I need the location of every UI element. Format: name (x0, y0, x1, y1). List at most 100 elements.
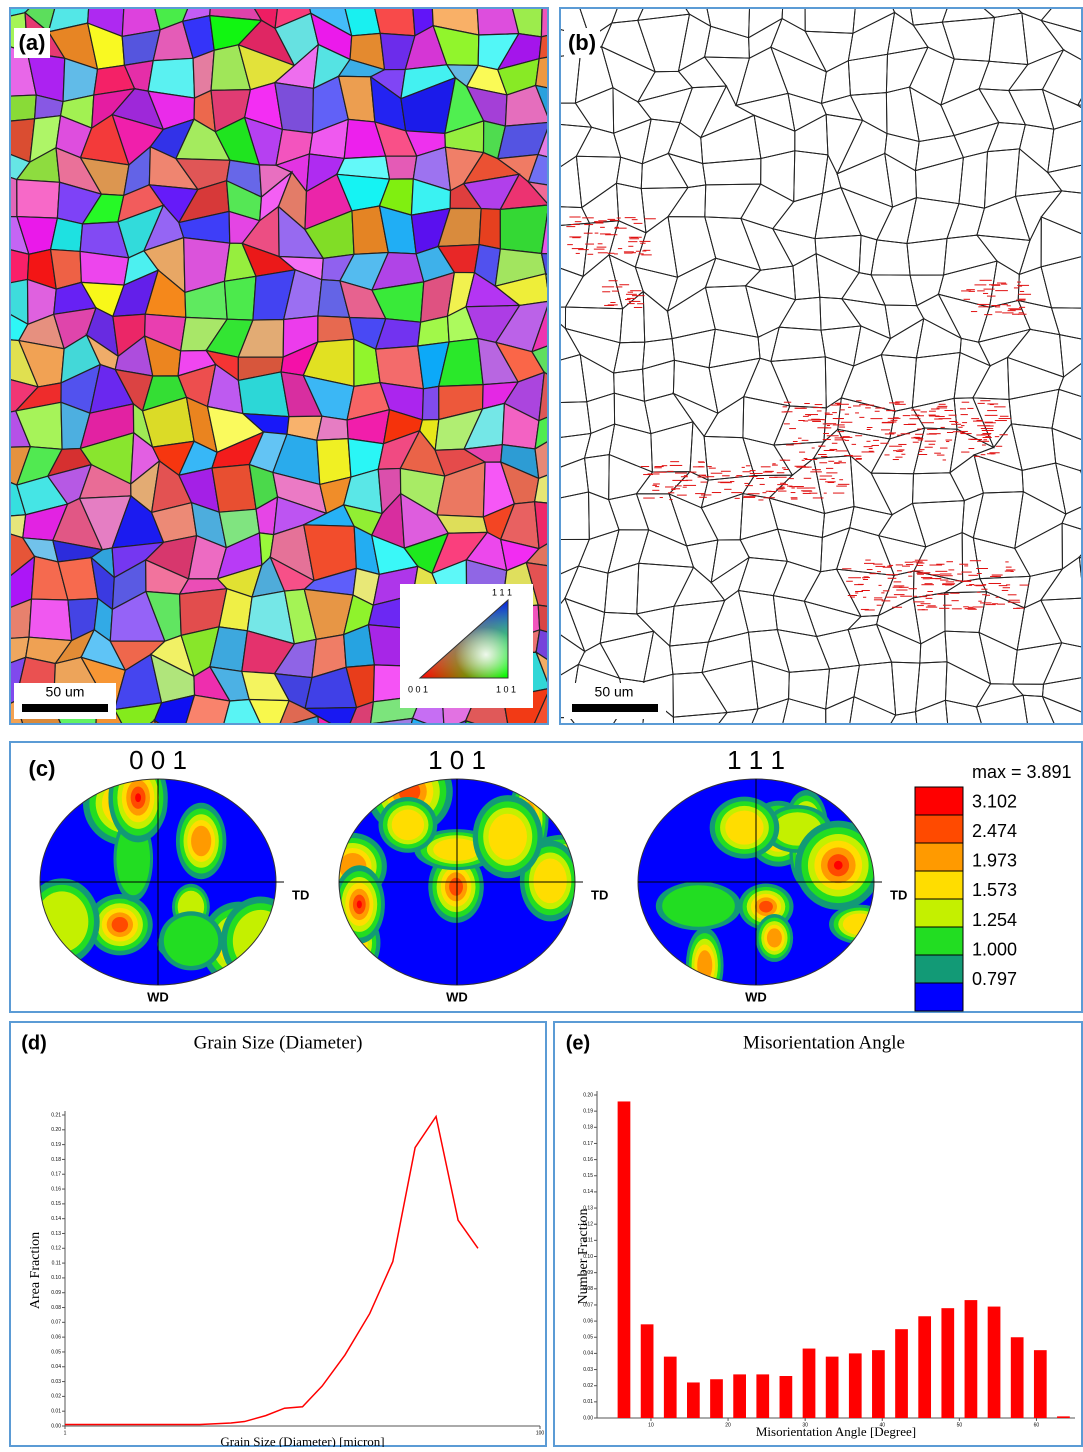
legend-label: 1.000 (972, 939, 1017, 959)
chart-title: Misorientation Angle (743, 1032, 905, 1053)
y-tick-label: 0.12 (583, 1222, 593, 1228)
y-tick-label: 0.21 (51, 1112, 61, 1118)
grain (476, 0, 518, 35)
y-tick-label: 0.09 (583, 1270, 593, 1276)
grain (317, 416, 348, 440)
axis-label: TD (591, 887, 608, 902)
panel-label: (e) (566, 1032, 590, 1054)
y-tick-label: 0.17 (51, 1172, 61, 1178)
x-tick-label: 40 (879, 1422, 885, 1428)
grain (263, 727, 279, 767)
panel-label: (c) (29, 756, 56, 781)
legend-label: 1.573 (972, 880, 1017, 900)
x-tick-label: 100 (536, 1430, 545, 1436)
bar (1034, 1350, 1047, 1418)
y-tick-label: 0.15 (51, 1201, 61, 1207)
legend-label: 0.797 (972, 969, 1017, 989)
y-tick-label: 0.07 (51, 1320, 61, 1326)
data-line (65, 1116, 478, 1424)
grain (0, 599, 31, 640)
grain (60, 728, 96, 762)
bar (641, 1324, 654, 1418)
grain (212, 465, 256, 513)
grain (83, 728, 131, 762)
pole-title: 1 1 1 (727, 745, 785, 775)
legend-swatch (915, 787, 963, 815)
x-tick-label: 50 (957, 1422, 963, 1428)
bar (618, 1101, 631, 1418)
panel-label: (a) (19, 30, 46, 55)
y-tick-label: 0.03 (583, 1367, 593, 1373)
legend-label: 2.474 (972, 821, 1017, 841)
grain (422, 386, 438, 419)
grain (80, 251, 129, 285)
y-tick-label: 0.17 (583, 1141, 593, 1147)
figure: (a) 50 um 1 1 1 0 0 1 1 0 1 (b) 50 um (c… (0, 0, 1083, 1447)
grain (386, 156, 417, 179)
y-tick-label: 0.10 (583, 1254, 593, 1260)
contour (35, 891, 88, 952)
contour (725, 811, 763, 845)
legend-swatch (915, 983, 963, 1011)
y-tick-label: 0.06 (583, 1318, 593, 1324)
bar (872, 1350, 885, 1418)
y-tick-label: 0.18 (583, 1125, 593, 1131)
x-tick-label: 30 (802, 1422, 808, 1428)
axis-label: WD (446, 989, 468, 1004)
scale-bar (22, 704, 108, 712)
grain (317, 439, 351, 485)
bar (803, 1349, 816, 1418)
legend-label: 3.102 (972, 791, 1017, 811)
panel-label: (b) (568, 30, 596, 55)
y-tick-label: 0.04 (583, 1351, 593, 1357)
axis-label: TD (292, 887, 309, 902)
contour (233, 910, 289, 972)
x-axis-label: Misorientation Angle [Degree] (756, 1424, 916, 1439)
y-tick-label: 0.05 (51, 1349, 61, 1355)
bar (849, 1353, 862, 1418)
y-tick-label: 0.19 (583, 1108, 593, 1114)
boundary-map (530, 0, 1083, 752)
contour (662, 885, 735, 926)
y-tick-label: 0.02 (583, 1383, 593, 1389)
x-tick-label: 20 (725, 1422, 731, 1428)
y-tick-label: 0.16 (51, 1186, 61, 1192)
y-tick-label: 0.08 (583, 1286, 593, 1292)
bar (1011, 1337, 1024, 1418)
y-tick-label: 0.01 (583, 1399, 593, 1405)
grain (0, 730, 32, 771)
y-tick-label: 0.05 (583, 1335, 593, 1341)
scale-bar (572, 704, 658, 712)
y-tick-label: 0.19 (51, 1142, 61, 1148)
bar (756, 1374, 769, 1418)
axis-label: WD (147, 989, 169, 1004)
contour-legend: max = 3.8913.1022.4741.9731.5731.2541.00… (915, 762, 1072, 1011)
y-tick-label: 0.10 (51, 1275, 61, 1281)
contour (834, 861, 843, 870)
bar (895, 1329, 908, 1418)
grain (318, 316, 354, 342)
axis-label: WD (745, 989, 767, 1004)
pole-figure (319, 748, 607, 985)
grain (533, 719, 577, 770)
axis-label: TD (890, 887, 907, 902)
grain (0, 95, 36, 122)
bar (941, 1308, 954, 1418)
pole-title: 0 0 1 (129, 745, 187, 775)
ipf-label: 1 1 1 (492, 587, 512, 597)
y-tick-label: 0.07 (583, 1302, 593, 1308)
grain (221, 728, 264, 772)
x-tick-label: 10 (648, 1422, 654, 1428)
y-tick-label: 0.11 (52, 1260, 62, 1266)
ipf-label: 1 0 1 (496, 684, 516, 694)
y-tick-label: 0.00 (51, 1423, 61, 1429)
charts: (d)Grain Size (Diameter)Grain Size (Diam… (21, 1032, 1075, 1447)
contour (392, 810, 424, 841)
legend-swatch (915, 843, 963, 871)
legend-label: 1.254 (972, 910, 1017, 930)
contour (697, 950, 712, 980)
contour (449, 878, 463, 896)
pole-figure (24, 753, 300, 986)
grain (479, 209, 500, 249)
